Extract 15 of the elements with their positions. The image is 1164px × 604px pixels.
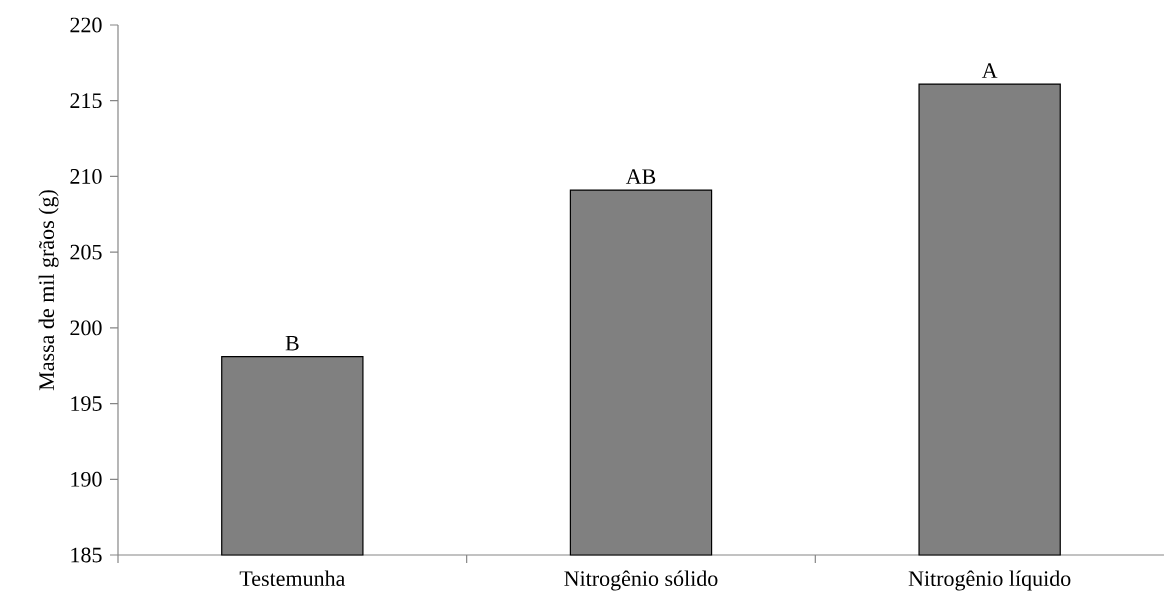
y-tick-label: 200 (70, 320, 102, 336)
y-axis-title: Massa de mil grãos (g) (38, 190, 59, 391)
x-tick-label: Nitrogênio sólido (564, 570, 718, 591)
annotation: AB (625, 169, 656, 184)
y-tick-label: 185 (71, 547, 102, 563)
y-tick-label: 210 (70, 169, 102, 184)
y-tick-label: 215 (70, 93, 102, 109)
x-tick-label: Testemunha (239, 570, 346, 587)
y-tick-label: 220 (70, 17, 102, 33)
y-tick-label: 190 (71, 471, 102, 487)
annotation: A (981, 63, 998, 78)
y-tick-label: 195 (71, 396, 102, 411)
annotation: B (285, 335, 299, 351)
y-tick-label: 205 (70, 244, 102, 260)
x-tick-label: Nitrogênio líquido (908, 570, 1071, 591)
